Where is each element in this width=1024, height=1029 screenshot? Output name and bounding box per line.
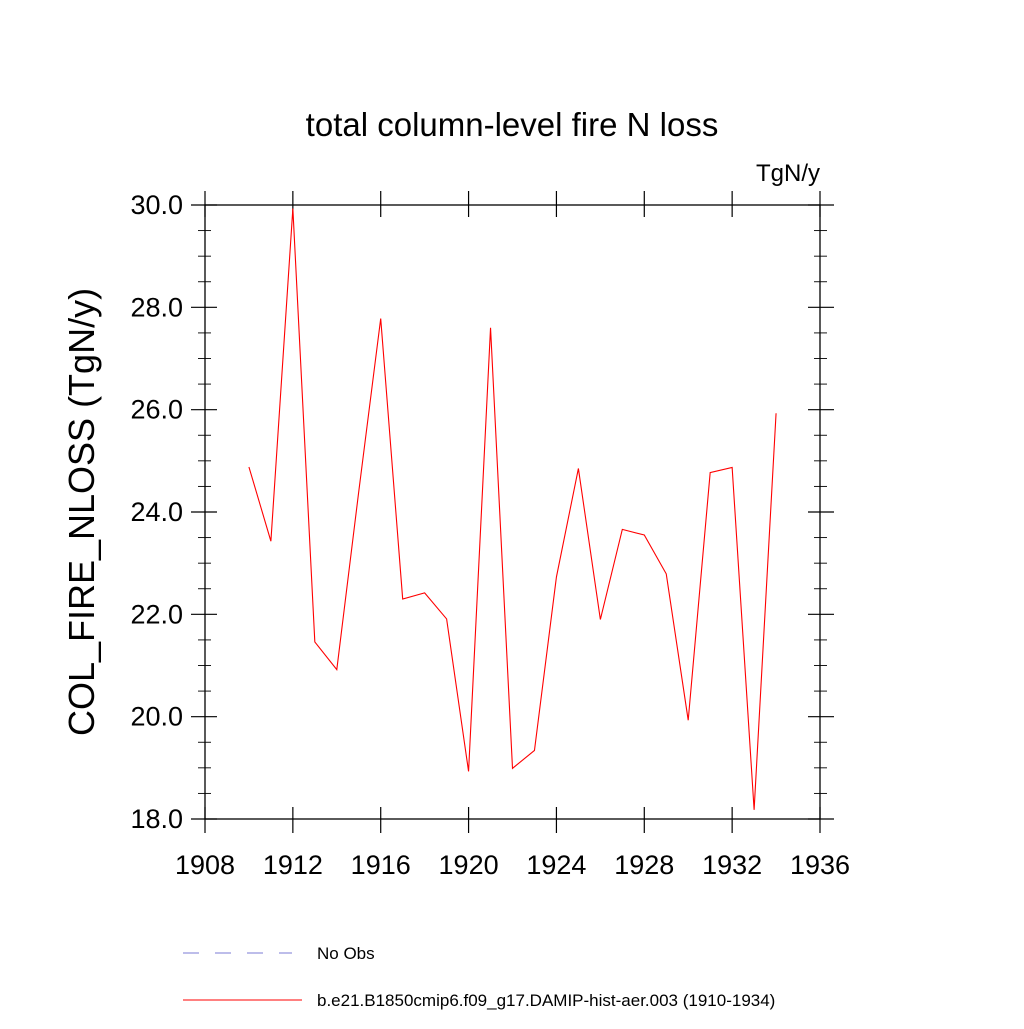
legend: No Obs b.e21.B1850cmip6.f09_g17.DAMIP-his… <box>183 944 775 1010</box>
y-tick-label: 28.0 <box>130 292 183 322</box>
x-tick-label: 1924 <box>526 850 586 880</box>
plot-frame <box>204 204 821 820</box>
x-tick-label: 1936 <box>790 850 850 880</box>
ticks-layer: 1908 1912 1916 1920 1924 1928 1932 1936 18.0 20.0… <box>130 190 850 880</box>
units-label: TgN/y <box>756 160 820 187</box>
y-tick-label: 30.0 <box>130 190 183 220</box>
y-tick-label: 22.0 <box>130 599 183 629</box>
x-tick-label: 1912 <box>263 850 323 880</box>
series-line <box>248 208 777 810</box>
y-tick-label: 26.0 <box>130 395 183 425</box>
x-tick-label: 1932 <box>702 850 762 880</box>
x-tick-label: 1920 <box>439 850 499 880</box>
x-tick-label: 1908 <box>175 850 235 880</box>
x-tick-label: 1916 <box>351 850 411 880</box>
y-axis-label: COL_FIRE_NLOSS (TgN/y) <box>61 288 102 736</box>
x-tick-label: 1928 <box>614 850 674 880</box>
plot-layer <box>248 208 777 810</box>
y-tick-label: 18.0 <box>130 804 183 834</box>
y-tick-label: 24.0 <box>130 497 183 527</box>
chart-title: total column-level fire N loss <box>306 106 719 143</box>
legend-label: b.e21.B1850cmip6.f09_g17.DAMIP-hist-aer.… <box>317 991 775 1010</box>
legend-label: No Obs <box>317 944 375 963</box>
y-tick-label: 20.0 <box>130 702 183 732</box>
